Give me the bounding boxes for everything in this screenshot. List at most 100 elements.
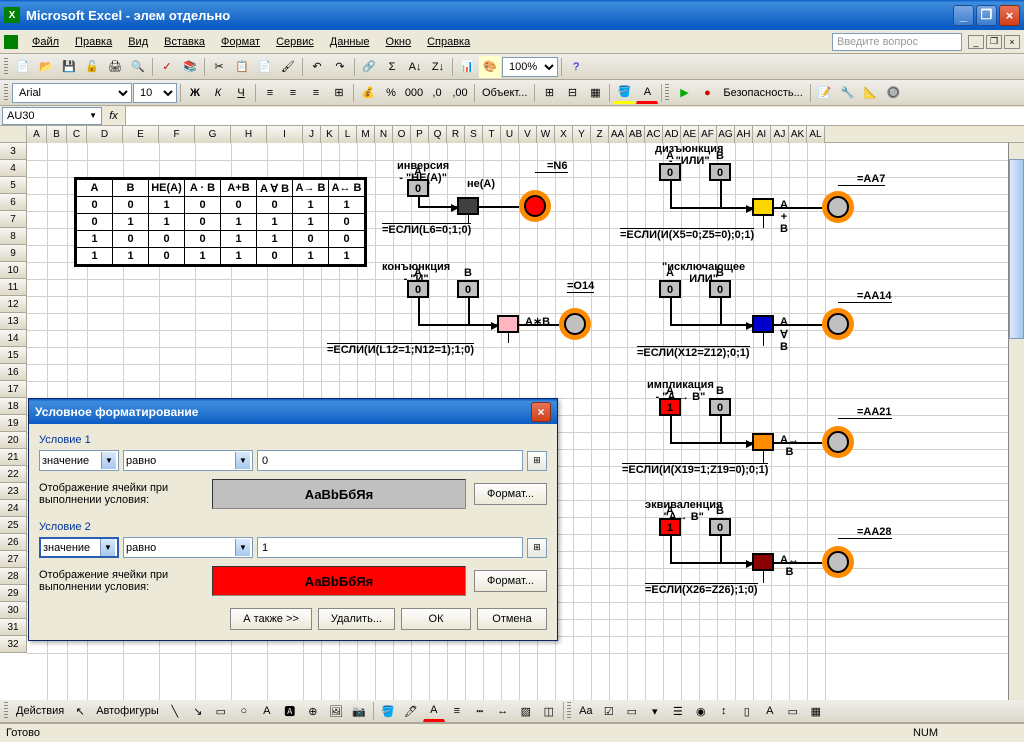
dialog-close-button[interactable]: × bbox=[531, 402, 551, 422]
cond1-ref-button[interactable]: ⊞ bbox=[527, 451, 547, 471]
undo-button[interactable]: ↶ bbox=[306, 56, 328, 78]
object-label[interactable]: Объект... bbox=[478, 87, 531, 99]
fill-color-button[interactable]: 🪣 bbox=[377, 700, 399, 722]
row-header[interactable]: 12 bbox=[0, 296, 27, 313]
toolbar-grip[interactable] bbox=[665, 84, 669, 102]
line-color-button[interactable]: 🖊 bbox=[400, 700, 422, 722]
column-header[interactable]: H bbox=[231, 126, 267, 143]
help-search-input[interactable] bbox=[832, 33, 962, 51]
column-header[interactable]: J bbox=[303, 126, 321, 143]
cond2-value-input[interactable] bbox=[257, 537, 523, 558]
open-button[interactable]: 📂 bbox=[35, 56, 57, 78]
column-header[interactable]: X bbox=[555, 126, 573, 143]
close-button[interactable]: × bbox=[999, 5, 1020, 26]
sort-asc-button[interactable]: A↓ bbox=[404, 56, 426, 78]
column-header[interactable]: Y bbox=[573, 126, 591, 143]
column-header[interactable]: AJ bbox=[771, 126, 789, 143]
label-button[interactable]: A bbox=[759, 700, 781, 722]
group-box-button[interactable]: ▭ bbox=[621, 700, 643, 722]
zoom-combo[interactable]: 100% bbox=[502, 57, 558, 77]
combo-button[interactable]: ▾ bbox=[644, 700, 666, 722]
column-header[interactable]: L bbox=[339, 126, 357, 143]
menu-file[interactable]: Файл bbox=[24, 34, 67, 50]
redo-button[interactable]: ↷ bbox=[329, 56, 351, 78]
column-header[interactable]: I bbox=[267, 126, 303, 143]
dash-style-button[interactable]: ┅ bbox=[469, 700, 491, 722]
column-header[interactable]: D bbox=[87, 126, 123, 143]
column-header[interactable]: C bbox=[67, 126, 87, 143]
rectangle-button[interactable]: ▭ bbox=[210, 700, 232, 722]
autoshapes-menu[interactable]: Автофигуры bbox=[92, 705, 163, 717]
row-header[interactable]: 14 bbox=[0, 330, 27, 347]
toolbar-grip[interactable] bbox=[4, 84, 8, 102]
textbox-button[interactable]: A bbox=[256, 700, 278, 722]
formula-input[interactable] bbox=[126, 107, 1024, 125]
row-header[interactable]: 26 bbox=[0, 534, 27, 551]
actions-menu[interactable]: Действия bbox=[12, 705, 68, 717]
fx-button[interactable]: fx bbox=[102, 106, 126, 125]
mdi-minimize-button[interactable]: _ bbox=[968, 35, 984, 49]
underline-button[interactable]: Ч bbox=[230, 82, 252, 104]
dec-decimal-button[interactable]: ,00 bbox=[449, 82, 471, 104]
add-condition-button[interactable]: А также >> bbox=[230, 608, 312, 630]
cond2-type-select[interactable]: значение▼ bbox=[39, 537, 119, 558]
option-button[interactable]: ◉ bbox=[690, 700, 712, 722]
row-header[interactable]: 8 bbox=[0, 228, 27, 245]
italic-button[interactable]: К bbox=[207, 82, 229, 104]
mdi-close-button[interactable]: × bbox=[1004, 35, 1020, 49]
sort-desc-button[interactable]: Z↓ bbox=[427, 56, 449, 78]
toolbar-grip[interactable] bbox=[4, 58, 8, 76]
arrow-style-button[interactable]: ↔ bbox=[492, 700, 514, 722]
vertical-scrollbar[interactable] bbox=[1008, 143, 1024, 700]
column-header[interactable]: W bbox=[537, 126, 555, 143]
ok-button[interactable]: ОК bbox=[401, 608, 471, 630]
column-header[interactable]: G bbox=[195, 126, 231, 143]
row-header[interactable]: 20 bbox=[0, 432, 27, 449]
font-color-button[interactable]: A bbox=[636, 82, 658, 104]
arrow-button[interactable]: ↘ bbox=[187, 700, 209, 722]
picture-button[interactable]: 📷 bbox=[348, 700, 370, 722]
column-header[interactable]: O bbox=[393, 126, 411, 143]
autosum-button[interactable]: Σ bbox=[381, 56, 403, 78]
menu-view[interactable]: Вид bbox=[120, 34, 156, 50]
cond2-format-button[interactable]: Формат... bbox=[474, 570, 547, 592]
shadow-button[interactable]: ▨ bbox=[515, 700, 537, 722]
cut-button[interactable]: ✂ bbox=[208, 56, 230, 78]
select-all-corner[interactable] bbox=[0, 126, 27, 143]
row-header[interactable]: 27 bbox=[0, 551, 27, 568]
copy-button[interactable]: 📋 bbox=[231, 56, 253, 78]
row-header[interactable]: 6 bbox=[0, 194, 27, 211]
column-header[interactable]: AA bbox=[609, 126, 627, 143]
row-header[interactable]: 17 bbox=[0, 381, 27, 398]
column-header[interactable]: U bbox=[501, 126, 519, 143]
group-button[interactable]: ⊞ bbox=[538, 82, 560, 104]
ungroup-button[interactable]: ⊟ bbox=[561, 82, 583, 104]
menu-window[interactable]: Окно bbox=[378, 34, 420, 50]
column-header[interactable]: AF bbox=[699, 126, 717, 143]
inc-decimal-button[interactable]: ,0 bbox=[426, 82, 448, 104]
preview-button[interactable]: 🔍 bbox=[127, 56, 149, 78]
font-size-combo[interactable]: 10 bbox=[133, 83, 177, 103]
row-header[interactable]: 30 bbox=[0, 602, 27, 619]
row-header[interactable]: 29 bbox=[0, 585, 27, 602]
list-button[interactable]: ☰ bbox=[667, 700, 689, 722]
oval-button[interactable]: ○ bbox=[233, 700, 255, 722]
run-macro-button[interactable]: ▶ bbox=[673, 82, 695, 104]
align-left-button[interactable]: ≡ bbox=[259, 82, 281, 104]
column-header[interactable]: Z bbox=[591, 126, 609, 143]
column-header[interactable]: AE bbox=[681, 126, 699, 143]
record-macro-button[interactable]: ● bbox=[696, 82, 718, 104]
align-right-button[interactable]: ≡ bbox=[305, 82, 327, 104]
hyperlink-button[interactable]: 🔗 bbox=[358, 56, 380, 78]
delete-condition-button[interactable]: Удалить... bbox=[318, 608, 395, 630]
cond1-format-button[interactable]: Формат... bbox=[474, 483, 547, 505]
spelling-button[interactable]: ✓ bbox=[156, 56, 178, 78]
column-header[interactable]: M bbox=[357, 126, 375, 143]
column-header[interactable]: AK bbox=[789, 126, 807, 143]
tools-button[interactable]: 🔧 bbox=[837, 82, 859, 104]
select-button[interactable]: ↖ bbox=[69, 700, 91, 722]
row-header[interactable]: 16 bbox=[0, 364, 27, 381]
row-header[interactable]: 28 bbox=[0, 568, 27, 585]
menu-data[interactable]: Данные bbox=[322, 34, 378, 50]
column-header[interactable]: S bbox=[465, 126, 483, 143]
